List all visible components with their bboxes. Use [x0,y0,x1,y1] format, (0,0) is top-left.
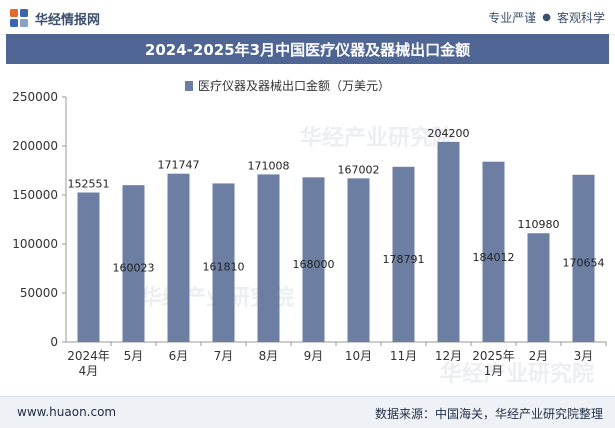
footer: www.huaon.com 数据来源：中国海关，华经产业研究院整理 [0,396,615,428]
data-label: 170654 [563,257,605,270]
x-tick-label: 6月 [169,349,189,363]
y-tick-label: 50000 [20,286,58,300]
bar [527,233,550,342]
data-label: 160023 [113,261,155,274]
bullet-icon: ● [542,12,551,23]
brand-logo-icon [10,9,28,27]
x-tick-label: 10月 [345,349,372,363]
bar [212,183,235,342]
chart-title: 2024-2025年3月中国医疗仪器及器械出口金额 [144,40,471,59]
x-tick-label: 4月 [79,364,99,378]
data-label: 161810 [203,261,245,274]
x-tick-label: 5月 [124,349,144,363]
data-label: 171747 [158,159,200,172]
slogan: 专业严谨 ● 客观科学 [488,9,605,26]
bar [437,141,460,342]
x-tick-label: 8月 [259,349,279,363]
bar [572,174,595,342]
x-tick-label: 7月 [214,349,234,363]
bar [122,185,145,342]
legend-swatch [185,81,193,91]
data-label: 204200 [428,127,470,140]
y-tick-label: 0 [50,335,58,349]
data-label: 167002 [338,163,380,176]
x-tick-label: 2024年 [67,349,110,363]
x-tick-label: 9月 [304,349,324,363]
title-band: 2024-2025年3月中国医疗仪器及器械出口金额 [6,34,609,64]
brand-name: 华经情报网 [35,12,101,28]
x-tick-label: 2025年 [472,349,515,363]
data-label: 168000 [293,258,335,271]
y-tick-label: 250000 [12,90,58,104]
bar [347,178,370,342]
x-tick-label: 2月 [529,349,549,363]
data-label: 178791 [383,253,425,266]
bar [77,192,100,342]
bar [392,166,415,342]
x-tick-label: 1月 [484,364,504,378]
y-tick-label: 150000 [12,188,58,202]
brand[interactable]: 华经情报网 [9,7,100,29]
x-tick-label: 11月 [390,349,417,363]
data-label: 171008 [248,159,290,172]
bar [257,174,280,342]
bar [482,161,505,342]
bar-chart: 医疗仪器及器械出口金额（万美元） 0 50000 100000 150000 200000… [12,78,607,378]
legend: 医疗仪器及器械出口金额（万美元） [185,78,390,93]
bar [167,173,190,342]
data-label: 110980 [518,218,560,231]
x-tick-label: 3月 [574,349,594,363]
y-tick-label: 100000 [12,237,58,251]
slogan-left: 专业严谨 [488,11,537,25]
y-tick-label: 200000 [12,139,58,153]
footer-source: 数据来源：中国海关，华经产业研究院整理 [374,407,603,421]
data-label: 152551 [68,178,110,191]
data-label: 184012 [473,251,515,264]
x-tick-label: 12月 [435,349,462,363]
footer-url[interactable]: www.huaon.com [17,405,117,419]
bar [302,177,325,342]
legend-label: 医疗仪器及器械出口金额（万美元） [198,78,390,93]
top-bar: 华经情报网 专业严谨 ● 客观科学 [0,0,615,35]
slogan-right: 客观科学 [556,11,605,25]
